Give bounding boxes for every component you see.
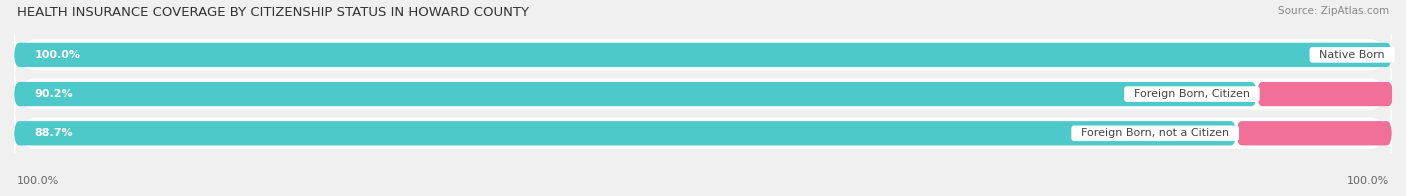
- FancyBboxPatch shape: [14, 82, 1257, 106]
- Text: Foreign Born, not a Citizen: Foreign Born, not a Citizen: [1074, 128, 1236, 138]
- Text: 88.7%: 88.7%: [35, 128, 73, 138]
- FancyBboxPatch shape: [14, 90, 1392, 176]
- FancyBboxPatch shape: [14, 43, 1392, 67]
- FancyBboxPatch shape: [14, 121, 1236, 145]
- Text: 90.2%: 90.2%: [35, 89, 73, 99]
- Text: 100.0%: 100.0%: [17, 176, 59, 186]
- Text: Foreign Born, Citizen: Foreign Born, Citizen: [1126, 89, 1257, 99]
- Text: Source: ZipAtlas.com: Source: ZipAtlas.com: [1278, 6, 1389, 16]
- Text: Native Born: Native Born: [1312, 50, 1392, 60]
- Text: HEALTH INSURANCE COVERAGE BY CITIZENSHIP STATUS IN HOWARD COUNTY: HEALTH INSURANCE COVERAGE BY CITIZENSHIP…: [17, 6, 529, 19]
- FancyBboxPatch shape: [14, 51, 1392, 137]
- FancyBboxPatch shape: [1257, 82, 1393, 106]
- FancyBboxPatch shape: [1236, 121, 1392, 145]
- FancyBboxPatch shape: [14, 12, 1392, 98]
- Text: 100.0%: 100.0%: [35, 50, 80, 60]
- Text: 100.0%: 100.0%: [1347, 176, 1389, 186]
